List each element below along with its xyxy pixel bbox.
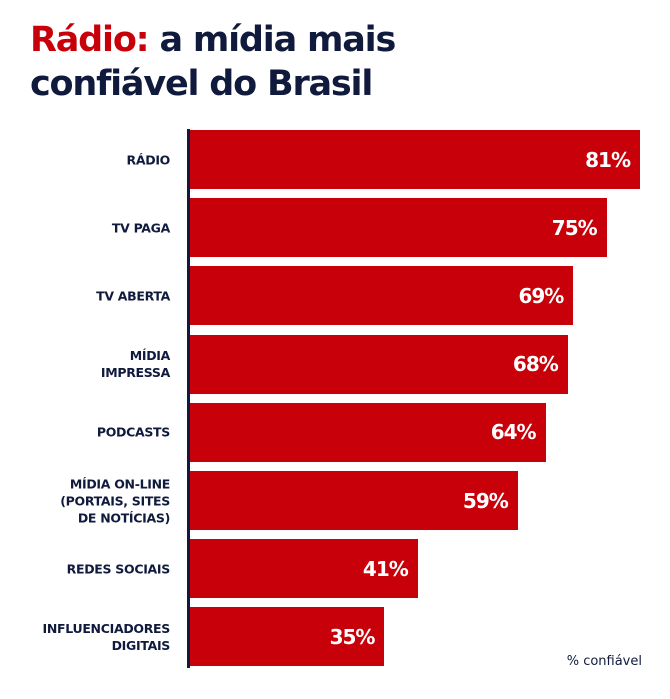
value-label: 75% (551, 215, 598, 240)
bar (190, 334, 568, 394)
bar (190, 198, 607, 258)
value-label: 81% (585, 147, 631, 172)
category-label: REDES SOCIAIS (66, 561, 171, 577)
unit-note: % confiável (566, 654, 642, 669)
category-label: TV PAGA (111, 220, 170, 236)
bar (190, 607, 385, 667)
bar (190, 402, 546, 462)
category-label: MÍDIA ON-LINE (PORTAIS, SITES DE NOTÍCIA… (60, 476, 170, 525)
value-label: 41% (362, 556, 409, 581)
category-label: INFLUENCIADORES DIGITAIS (42, 620, 171, 653)
category-label: PODCASTS (96, 424, 170, 440)
title-accent: Rádio: (30, 20, 150, 60)
bar (190, 130, 640, 189)
title-rest: a mídia mais (148, 20, 396, 60)
title-line-2: confiável do Brasil (30, 64, 373, 104)
value-label: 69% (518, 283, 564, 308)
category-label: MÍDIA IMPRESSA (100, 348, 170, 381)
bar (190, 539, 418, 599)
bar (190, 471, 518, 530)
y-axis-line (187, 129, 190, 668)
value-label: 68% (512, 352, 559, 377)
value-label: 64% (490, 420, 537, 445)
chart-title: Rádio: a mídia mais confiável do Brasil (30, 18, 396, 106)
category-label: TV ABERTA (96, 288, 170, 304)
category-label: RÁDIO (126, 152, 171, 167)
value-label: 35% (329, 624, 376, 649)
bar (190, 266, 574, 326)
value-label: 59% (462, 488, 509, 513)
